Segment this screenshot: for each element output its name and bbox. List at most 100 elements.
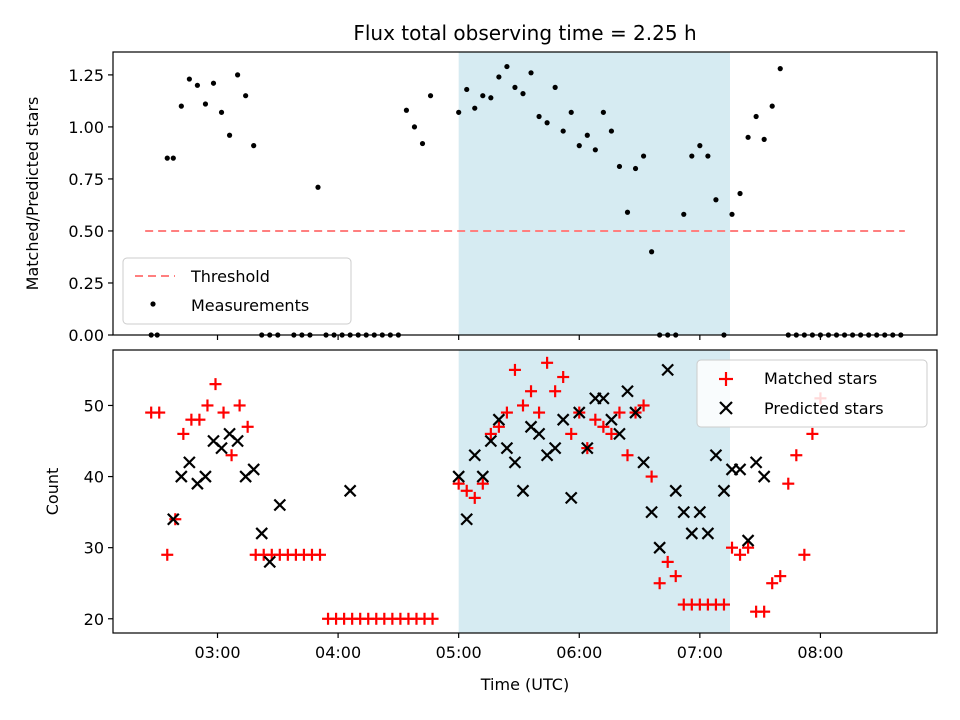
matched-star-marker xyxy=(508,363,521,376)
predicted-star-marker xyxy=(175,470,188,483)
measurement-point xyxy=(235,72,241,78)
measurement-point xyxy=(568,109,574,115)
matched-star-marker xyxy=(217,406,230,419)
measurement-point xyxy=(488,95,494,101)
matched-star-marker xyxy=(790,449,803,462)
predicted-star-marker xyxy=(532,427,546,441)
top-y-tick-label: 1.25 xyxy=(68,66,104,85)
matched-star-marker xyxy=(766,577,779,590)
bottom-x-ticks: 03:00 04:00 05:00 06:00 07:00 08:00 xyxy=(194,633,843,662)
legend-measurements-label: Measurements xyxy=(191,296,309,315)
matched-star-marker xyxy=(734,548,747,561)
measurement-point xyxy=(560,128,566,134)
predicted-star-marker xyxy=(167,512,180,526)
bottom-y-tick-label: 30 xyxy=(84,539,104,558)
bottom-x-tick-label: 03:00 xyxy=(194,643,240,662)
measurement-point xyxy=(552,84,558,90)
bottom-x-tick-label: 04:00 xyxy=(315,643,361,662)
matched-star-marker xyxy=(717,598,730,611)
matched-star-marker xyxy=(806,427,819,440)
predicted-star-marker xyxy=(460,512,473,526)
matched-star-marker xyxy=(476,477,489,490)
measurement-point xyxy=(194,82,201,88)
measurement-point xyxy=(164,155,170,161)
matched-star-marker xyxy=(565,427,578,440)
bottom-x-tick-label: 05:00 xyxy=(436,643,482,662)
matched-star-marker xyxy=(621,449,634,462)
top-y-tick-label: 0.50 xyxy=(68,222,104,241)
matched-star-marker xyxy=(774,570,787,583)
legend-matched-label: Matched stars xyxy=(764,369,877,388)
measurement-point xyxy=(202,101,209,107)
measurement-point xyxy=(584,132,590,138)
measurement-point xyxy=(427,93,434,99)
predicted-star-marker xyxy=(500,441,514,455)
predicted-star-marker xyxy=(605,413,618,426)
measurement-point xyxy=(705,153,711,159)
predicted-star-marker xyxy=(564,491,578,505)
matched-star-marker xyxy=(758,605,771,618)
bottom-legend-box xyxy=(696,359,928,428)
bottom-y-tick-label: 50 xyxy=(84,396,104,415)
matched-star-marker xyxy=(637,399,650,412)
measurement-point xyxy=(576,143,582,149)
x-axis-label: Time (UTC) xyxy=(480,675,569,694)
bottom-y-axis-label: Count xyxy=(43,468,62,516)
legend-predicted-swatch xyxy=(719,401,733,415)
predicted-star-marker xyxy=(621,384,634,398)
matched-star-marker xyxy=(169,513,182,526)
matched-star-marker xyxy=(241,420,254,433)
bottom-x-tick-label: 07:00 xyxy=(677,643,723,662)
matched-star-marker xyxy=(669,570,682,583)
bottom-x-tick-label: 06:00 xyxy=(556,643,602,662)
matched-star-marker xyxy=(782,477,795,490)
predicted-star-marker xyxy=(452,470,465,483)
matched-star-marker xyxy=(589,413,602,426)
predicted-star-marker xyxy=(597,392,610,405)
predicted-star-marker xyxy=(581,441,594,455)
measurement-point xyxy=(528,70,534,76)
matched-star-marker xyxy=(613,406,626,419)
predicted-star-marker xyxy=(669,484,683,498)
top-y-ticks: 0.00 0.25 0.50 0.75 1.00 1.25 xyxy=(68,66,113,345)
top-observing-span xyxy=(458,52,730,335)
top-panel: 0.00 0.25 0.50 0.75 1.00 1.25 Matched/Predict… xyxy=(23,51,938,345)
predicted-star-marker xyxy=(677,505,691,519)
predicted-star-marker xyxy=(548,441,562,455)
predicted-star-marker xyxy=(199,470,212,483)
measurement-point xyxy=(504,63,510,70)
predicted-star-marker xyxy=(733,463,747,476)
measurement-point xyxy=(419,140,426,147)
legend-predicted-label: Predicted stars xyxy=(764,399,884,418)
predicted-star-marker xyxy=(556,413,570,426)
measurement-point xyxy=(649,249,655,255)
top-y-tick-label: 1.00 xyxy=(68,118,104,137)
measurement-point xyxy=(713,197,719,203)
predicted-star-marker xyxy=(613,427,626,441)
matched-star-marker xyxy=(233,399,246,412)
matched-star-marker xyxy=(661,555,674,568)
chart-title: Flux total observing time = 2.25 h xyxy=(353,21,696,45)
legend-matched-swatch xyxy=(719,372,733,386)
matched-star-marker xyxy=(798,548,811,561)
predicted-star-marker xyxy=(693,505,707,519)
matched-star-marker xyxy=(209,378,222,391)
bottom-x-tick-label: 08:00 xyxy=(797,643,843,662)
matched-star-marker xyxy=(549,385,562,398)
measurement-point xyxy=(411,124,418,130)
measurement-point xyxy=(632,165,639,172)
measurement-point xyxy=(226,132,233,138)
predicted-star-marker xyxy=(757,470,771,483)
matched-star-marker xyxy=(177,427,190,440)
matched-star-marker xyxy=(460,484,473,497)
measurement-point xyxy=(170,155,176,161)
measurement-point xyxy=(600,109,606,115)
measurement-point xyxy=(496,74,502,80)
matched-star-marker xyxy=(484,427,497,440)
predicted-star-marker xyxy=(572,406,586,419)
matched-star-markers xyxy=(145,356,827,625)
predicted-star-marker xyxy=(637,456,650,469)
measurement-point xyxy=(640,153,647,159)
matched-star-marker xyxy=(426,612,439,625)
matched-star-marker xyxy=(314,548,327,561)
